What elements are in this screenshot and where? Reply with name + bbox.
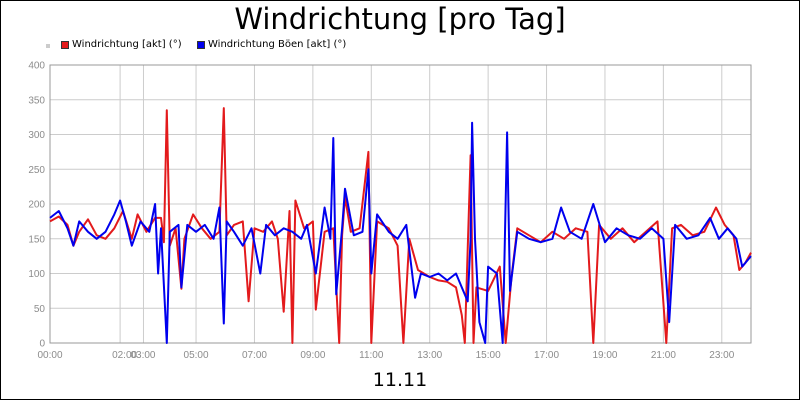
date-label: 11.11 — [372, 369, 428, 391]
y-tick-label: 400 — [28, 61, 45, 72]
y-tick-label: 200 — [28, 200, 45, 211]
x-tick-label: 17:00 — [534, 350, 559, 361]
x-tick-label: 13:00 — [417, 350, 442, 361]
y-tick-label: 300 — [28, 130, 45, 141]
legend-marker-icon — [46, 44, 50, 48]
x-tick-label: 05:00 — [184, 350, 209, 361]
legend-label-1: Windrichtung [akt] (°) — [72, 39, 182, 50]
series-line-1 — [49, 107, 752, 344]
x-tick-label: 09:00 — [300, 350, 325, 361]
legend-swatch-1 — [61, 41, 69, 49]
y-tick-label: 150 — [28, 234, 45, 245]
x-tick-label: 19:00 — [592, 350, 617, 361]
x-tick-label: 21:00 — [651, 350, 676, 361]
legend-swatch-2 — [197, 41, 205, 49]
x-tick-label: 02:00 — [112, 350, 137, 361]
series-line-2 — [49, 121, 752, 344]
x-tick-label: 11:00 — [359, 350, 384, 361]
y-tick-label: 0 — [39, 339, 45, 350]
x-tick-label: 23:00 — [709, 350, 734, 361]
y-tick-label: 350 — [28, 95, 45, 106]
x-tick-label: 07:00 — [242, 350, 267, 361]
x-tick-label: 03:00 — [130, 350, 155, 361]
y-tick-label: 250 — [28, 165, 45, 176]
x-tick-label: 00:00 — [37, 350, 62, 361]
x-tick-label: 15:00 — [476, 350, 501, 361]
legend-label-2: Windrichtung Böen [akt] (°) — [208, 39, 347, 50]
y-tick-label: 50 — [34, 304, 46, 315]
chart-title: Windrichtung [pro Tag] — [234, 2, 566, 36]
y-tick-label: 100 — [28, 269, 45, 280]
plot-border — [49, 64, 752, 344]
